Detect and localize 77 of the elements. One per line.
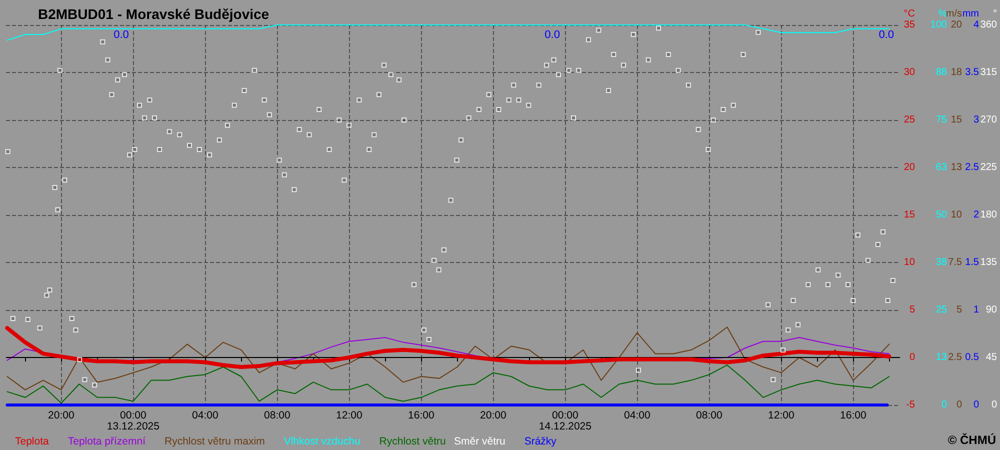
text: Srážky bbox=[524, 436, 558, 448]
y-tick-label: 1 bbox=[973, 304, 980, 316]
line-series bbox=[5, 326, 892, 369]
y2-tick-label: 270 bbox=[980, 114, 998, 126]
y3-axis-title: m/s bbox=[946, 8, 962, 20]
y-tick-label: 3.5 bbox=[965, 67, 980, 78]
x-tick-label: 12:00 bbox=[336, 410, 362, 422]
y-tick-label: 0 bbox=[973, 400, 980, 410]
text: Vlhkost vzduchu bbox=[284, 436, 360, 448]
annotation: 0.0 bbox=[544, 29, 560, 41]
y2-axis-title: ° bbox=[993, 8, 997, 20]
y2-tick-label: 50 bbox=[936, 210, 948, 220]
y2-tick-label: 25 bbox=[936, 304, 948, 316]
annotation: 0.0 bbox=[114, 29, 129, 41]
x-tick-label: 04:00 bbox=[192, 410, 218, 422]
x-tick-label: 08:00 bbox=[264, 410, 290, 422]
y2-tick-label: 75 bbox=[936, 114, 948, 126]
text: Teplota přízemní bbox=[68, 436, 146, 448]
x-tick-label: 00:00 13.12.2025 bbox=[106, 410, 160, 432]
text: Směr větru bbox=[454, 436, 506, 448]
line-series bbox=[6, 326, 890, 390]
x-tick-label: 12:00 bbox=[768, 410, 794, 422]
y2-tick-label: 100 bbox=[930, 20, 948, 30]
text: Teplota bbox=[15, 436, 50, 448]
y-tick-label: 30 bbox=[904, 67, 916, 78]
y-tick-label: 5 bbox=[909, 304, 916, 316]
y3-tick-label: 15 bbox=[950, 114, 962, 126]
y2-tick-label: 0 bbox=[991, 400, 998, 410]
y-tick-label: -5 bbox=[906, 400, 916, 410]
x-tick-label: 16:00 bbox=[408, 410, 434, 422]
chart-title: B2MBUD01 - Moravské Budějovice bbox=[38, 6, 270, 22]
y2-tick-label: 135 bbox=[980, 257, 998, 268]
y2-tick-label: 13 bbox=[936, 352, 948, 363]
y-tick-label: 2.5 bbox=[965, 162, 980, 173]
x-tick-label: 00:00 14.12.2025 bbox=[538, 410, 592, 432]
y-tick-label: 3 bbox=[973, 114, 980, 126]
y2-axis-title: % bbox=[938, 8, 948, 20]
text: Rychlost větru bbox=[379, 436, 446, 448]
y-axis-title: mm bbox=[962, 8, 979, 20]
x-tick-label: 04:00 bbox=[624, 410, 650, 422]
y-axis-title: °C bbox=[904, 8, 915, 20]
y-tick-label: 0.5 bbox=[965, 352, 980, 363]
y2-tick-label: 63 bbox=[936, 162, 948, 173]
y-tick-label: 20 bbox=[904, 162, 916, 173]
y2-tick-label: 45 bbox=[986, 352, 998, 363]
y2-tick-label: 360 bbox=[980, 20, 998, 30]
line-series bbox=[6, 364, 890, 404]
y2-tick-label: 315 bbox=[980, 67, 998, 78]
y3-tick-label: 5 bbox=[956, 304, 962, 316]
y3-tick-label: 20 bbox=[950, 20, 962, 30]
y3-tick-label: 0 bbox=[956, 400, 962, 410]
y2-tick-label: 0 bbox=[941, 400, 948, 410]
y2-tick-label: 90 bbox=[986, 304, 998, 316]
y2-tick-label: 225 bbox=[980, 162, 998, 173]
y-tick-label: 25 bbox=[904, 114, 916, 126]
y-tick-label: 35 bbox=[904, 20, 916, 30]
y-tick-label: 4 bbox=[973, 20, 980, 30]
text: © ČHMÚ bbox=[948, 433, 996, 447]
y2-tick-label: 38 bbox=[936, 257, 948, 268]
x-tick-label: 20:00 bbox=[48, 410, 74, 422]
y3-tick-label: 18 bbox=[950, 67, 962, 78]
x-tick-label: 20:00 bbox=[480, 410, 506, 422]
y3-tick-label: 2.5 bbox=[948, 352, 962, 363]
y3-tick-label: 13 bbox=[950, 162, 962, 173]
x-tick-label: 16:00 bbox=[840, 410, 866, 422]
annotation: 0.0 bbox=[878, 29, 894, 41]
y-tick-label: 2 bbox=[973, 210, 980, 220]
y3-tick-label: 7.5 bbox=[948, 257, 962, 268]
y-tick-label: 15 bbox=[904, 210, 916, 220]
y-tick-label: 1.5 bbox=[965, 257, 980, 268]
text: Rychlost větru maxim bbox=[164, 436, 266, 448]
y2-tick-label: 88 bbox=[936, 67, 948, 78]
y3-tick-label: 10 bbox=[950, 210, 962, 220]
y2-tick-label: 180 bbox=[980, 210, 998, 220]
y-tick-label: 10 bbox=[904, 257, 916, 268]
y-tick-label: 0 bbox=[909, 352, 916, 363]
x-tick-label: 08:00 bbox=[696, 410, 722, 422]
